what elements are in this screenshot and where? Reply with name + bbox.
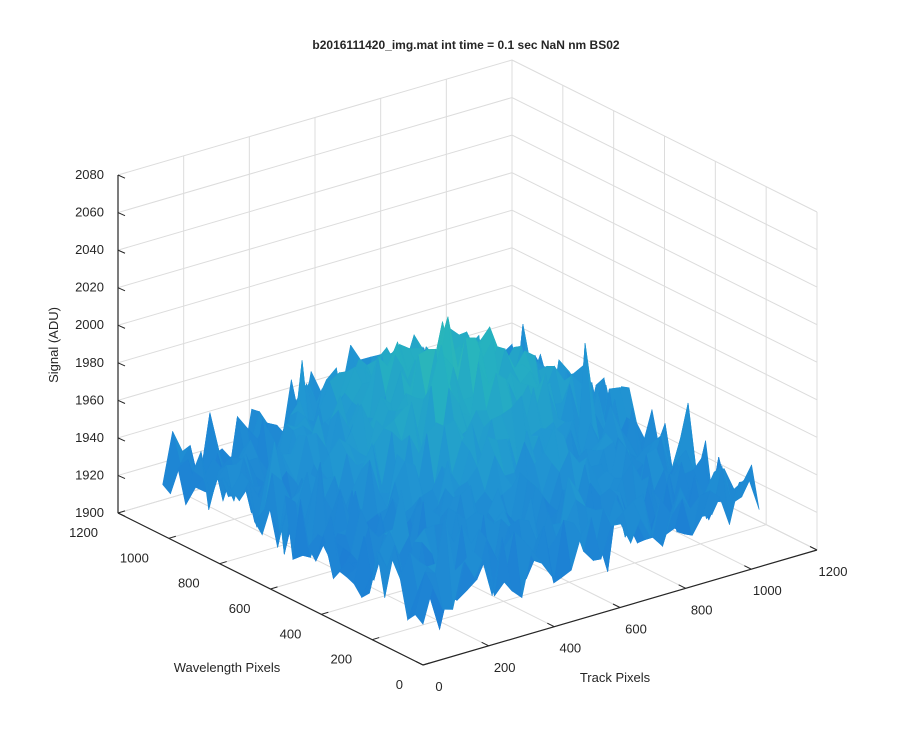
back-wall-grid-line	[117, 134, 513, 251]
x-tick-labels: 0 200 400 600 800 1000 1200	[435, 564, 847, 694]
y-tick-label: 600	[229, 601, 251, 616]
y-axis-label: Wavelength Pixels	[174, 660, 281, 675]
x-tick-mark	[481, 641, 489, 647]
side-wall-grid-line	[511, 97, 818, 251]
z-tick-label: 1960	[75, 392, 104, 407]
z-tick-label: 1920	[75, 467, 104, 482]
surface-plot	[162, 316, 760, 631]
x-tick-label: 0	[435, 679, 442, 694]
x-tick-label: 1200	[819, 564, 848, 579]
z-tick-mark	[117, 512, 126, 517]
x-tick-mark	[744, 565, 752, 570]
z-tick-mark	[117, 474, 126, 480]
z-tick-label: 2000	[75, 317, 104, 332]
side-wall-grid-line	[511, 209, 818, 363]
z-tick-mark	[117, 174, 126, 179]
z-tick-label: 1900	[75, 505, 104, 520]
x-tick-label: 800	[691, 602, 713, 617]
back-wall-grid-line	[117, 247, 513, 364]
back-wall-grid-line	[117, 97, 513, 214]
y-tick-label: 200	[330, 652, 352, 667]
surface-patch	[162, 431, 181, 495]
x-tick-mark	[612, 603, 621, 608]
side-wall-grid-line	[511, 59, 818, 213]
y-tick-mark	[270, 586, 278, 590]
x-tick-label: 1000	[753, 583, 782, 598]
x-tick-label: 600	[625, 622, 647, 637]
y-tick-label: 800	[178, 576, 200, 591]
x-axis-label: Track Pixels	[580, 670, 651, 685]
y-tick-label: 0	[396, 677, 403, 692]
y-tick-mark	[219, 561, 227, 565]
z-tick-mark	[117, 212, 126, 217]
z-tick-mark	[117, 249, 126, 254]
chart-title: b2016111420_img.mat int time = 0.1 sec N…	[312, 38, 619, 52]
z-axis-label: Signal (ADU)	[46, 307, 61, 383]
x-tick-mark	[547, 622, 555, 628]
back-wall-grid-line	[117, 284, 513, 401]
side-wall-grid-line	[511, 247, 818, 401]
x-tick-mark	[415, 661, 424, 666]
y-tick-mark	[321, 611, 329, 615]
side-wall-grid-line	[511, 134, 818, 288]
x-tick-label: 200	[494, 660, 516, 675]
y-tick-label: 1200	[69, 525, 98, 540]
z-tick-label: 2040	[75, 242, 104, 257]
y-tick-mark	[372, 637, 380, 641]
x-tick-mark	[678, 584, 686, 589]
back-wall-grid-line	[117, 209, 513, 326]
z-tick-label: 1980	[75, 355, 104, 370]
y-tick-label: 400	[280, 626, 302, 641]
z-tick-mark	[117, 437, 126, 442]
y-tick-mark	[117, 510, 126, 514]
z-tick-mark	[117, 362, 126, 367]
surface-patch	[414, 571, 434, 625]
back-wall-grid-line	[117, 172, 513, 289]
x-tick-mark	[809, 546, 818, 551]
x-tick-label: 400	[559, 641, 581, 656]
y-tick-labels: 0 200 400 600 800 1000 1200	[69, 525, 403, 692]
z-tick-label: 2080	[75, 167, 104, 182]
axes	[117, 174, 818, 666]
y-tick-mark	[422, 662, 431, 666]
side-wall-grid-line	[511, 284, 818, 438]
y-tick-label: 1000	[120, 550, 149, 565]
back-wall-grid-line	[117, 59, 513, 176]
z-tick-label: 2020	[75, 280, 104, 295]
z-tick-mark	[117, 399, 126, 404]
side-wall-grid-line	[511, 322, 818, 476]
y-tick-mark	[168, 535, 176, 539]
z-tick-label: 1940	[75, 430, 104, 445]
z-tick-mark	[117, 324, 126, 329]
z-tick-mark	[117, 287, 126, 292]
z-tick-label: 2060	[75, 205, 104, 220]
side-wall-grid-line	[511, 172, 818, 326]
z-tick-labels: 1900 1920 1940 1960 1980 2000 2020 2040 2060 2080	[75, 167, 104, 520]
